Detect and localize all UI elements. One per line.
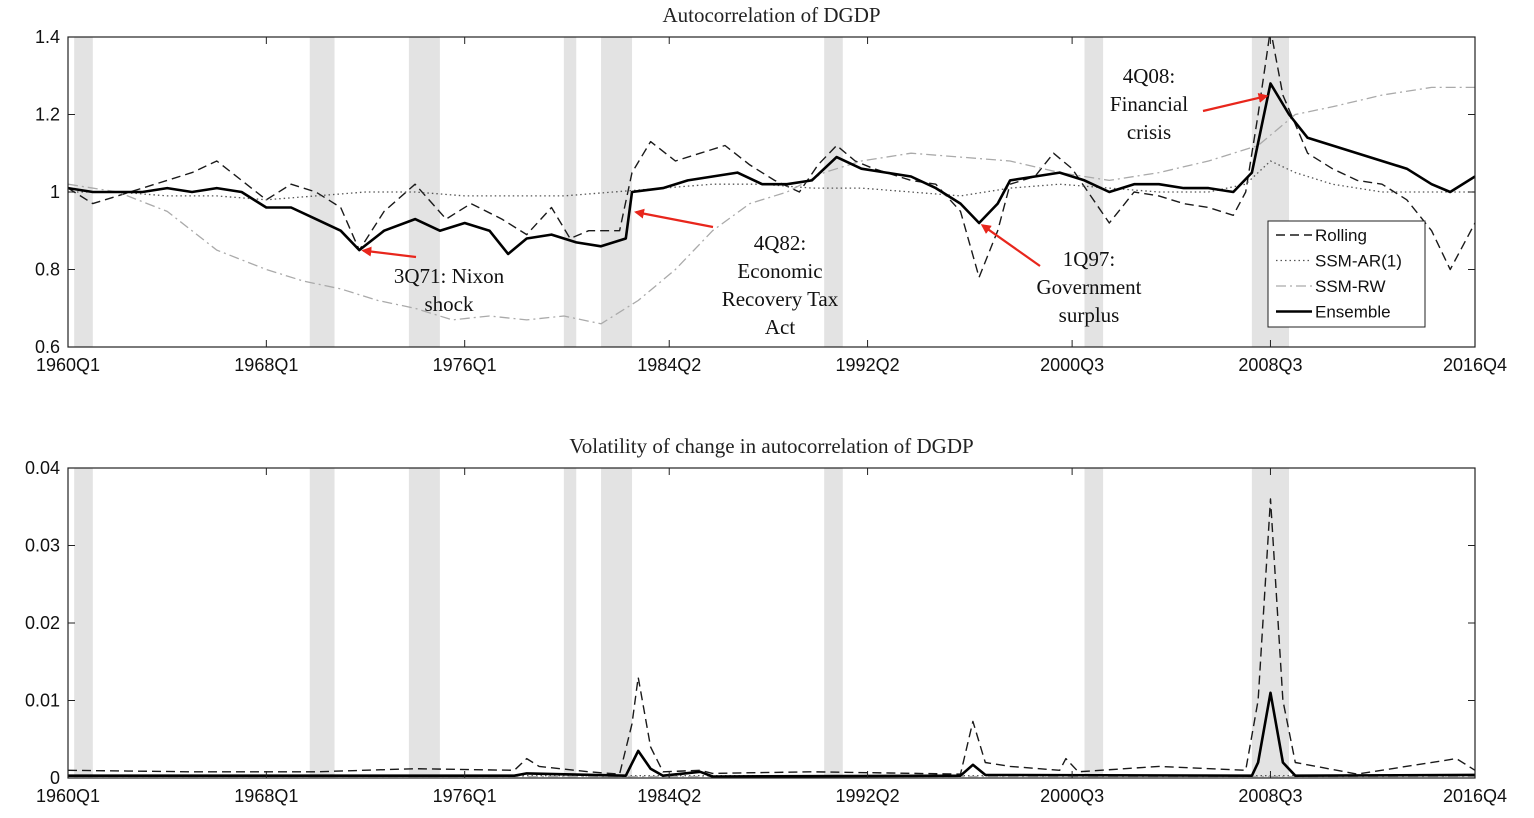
y-tick-label: 0.04 (25, 458, 60, 478)
recession-band (1084, 37, 1104, 347)
annotation-arrow (980, 224, 1041, 267)
annotation: 1Q97: Government surplus (980, 224, 1142, 327)
x-tick-label: 1984Q2 (637, 355, 701, 375)
volatility-panel: 1960Q1 1968Q1 1976Q1 1984Q2 1992Q2 2000Q3 2008… (25, 434, 1507, 806)
recession-band (824, 468, 843, 778)
annotation-arrow (634, 208, 714, 229)
y-tick-label: 0.01 (25, 691, 60, 711)
recession-band (563, 468, 577, 778)
x-tick-label: 1968Q1 (234, 786, 298, 806)
autocorrelation-panel: 1960Q1 1968Q1 1976Q1 1984Q2 1992Q2 2000Q3 2008… (35, 3, 1507, 375)
recession-band (309, 37, 335, 347)
y-tick-label: 0.02 (25, 613, 60, 633)
x-tick-label: 1984Q2 (637, 786, 701, 806)
series-line-ensemble (68, 82, 1475, 256)
annotation: 4Q82: Economic Recovery Tax Act (634, 208, 839, 339)
y-tick-label: 1 (50, 182, 60, 202)
recession-band (601, 468, 633, 778)
x-tick-label: 2016Q4 (1443, 355, 1507, 375)
recession-band (309, 468, 335, 778)
recession-band (74, 37, 93, 347)
x-tick-label: 2008Q3 (1238, 355, 1302, 375)
x-tick-label: 1976Q1 (433, 355, 497, 375)
annotation-line: shock (425, 292, 474, 316)
x-tick-label: 1992Q2 (836, 355, 900, 375)
x-tick-label: 1976Q1 (433, 786, 497, 806)
recession-band (1084, 468, 1104, 778)
series-group (68, 498, 1475, 778)
legend-label: Ensemble (1315, 303, 1391, 322)
annotation-arrow (361, 246, 417, 259)
annotation-line: 3Q71: Nixon (394, 264, 505, 288)
annotation-line: surplus (1059, 303, 1120, 327)
series-line-rolling (68, 498, 1475, 775)
recession-band (1251, 468, 1290, 778)
series-group (68, 37, 1475, 325)
annotation-line: Economic (737, 259, 822, 283)
x-tick-label: 2016Q4 (1443, 786, 1507, 806)
recession-band (563, 37, 577, 347)
x-tick-label: 1960Q1 (36, 355, 100, 375)
legend-label: SSM-AR(1) (1315, 252, 1402, 271)
annotation-line: crisis (1127, 120, 1171, 144)
series-line-ssm-ar-1 (68, 160, 1475, 201)
annotation-line: 4Q82: (754, 231, 807, 255)
series-line-rolling (68, 37, 1475, 278)
y-tick-label: 0.6 (35, 337, 60, 357)
annotation: 4Q08: Financial crisis (1110, 64, 1269, 144)
x-tick-label: 2000Q3 (1040, 786, 1104, 806)
x-tick-label: 1992Q2 (836, 786, 900, 806)
y-tick-label: 0.03 (25, 536, 60, 556)
annotation-line: Government (1037, 275, 1142, 299)
annotation-line: Act (765, 315, 795, 339)
annotation-line: Recovery Tax (722, 287, 839, 311)
legend-label: Rolling (1315, 226, 1367, 245)
annotation-line: 1Q97: (1063, 247, 1116, 271)
y-tick-label: 0 (50, 768, 60, 788)
x-tick-label: 1968Q1 (234, 355, 298, 375)
recession-band (74, 468, 93, 778)
y-tick-label: 0.8 (35, 260, 60, 280)
annotation-arrow (1202, 93, 1269, 113)
legend: Rolling SSM-AR(1) SSM-RW Ensemble (1267, 220, 1426, 328)
x-tick-label: 1960Q1 (36, 786, 100, 806)
annotation-line: Financial (1110, 92, 1188, 116)
x-tick-label: 2008Q3 (1238, 786, 1302, 806)
y-tick-label: 1.4 (35, 27, 60, 47)
chart-title: Volatility of change in autocorrelation … (569, 434, 973, 458)
annotation: 3Q71: Nixon shock (361, 246, 505, 316)
series-line-ensemble (68, 691, 1475, 778)
x-tick-label: 2000Q3 (1040, 355, 1104, 375)
legend-box (1267, 220, 1426, 328)
recession-band (408, 468, 440, 778)
chart-title: Autocorrelation of DGDP (662, 3, 880, 27)
legend-label: SSM-RW (1315, 277, 1386, 296)
y-tick-label: 1.2 (35, 105, 60, 125)
annotation-line: 4Q08: (1123, 64, 1176, 88)
recession-band (824, 37, 843, 347)
